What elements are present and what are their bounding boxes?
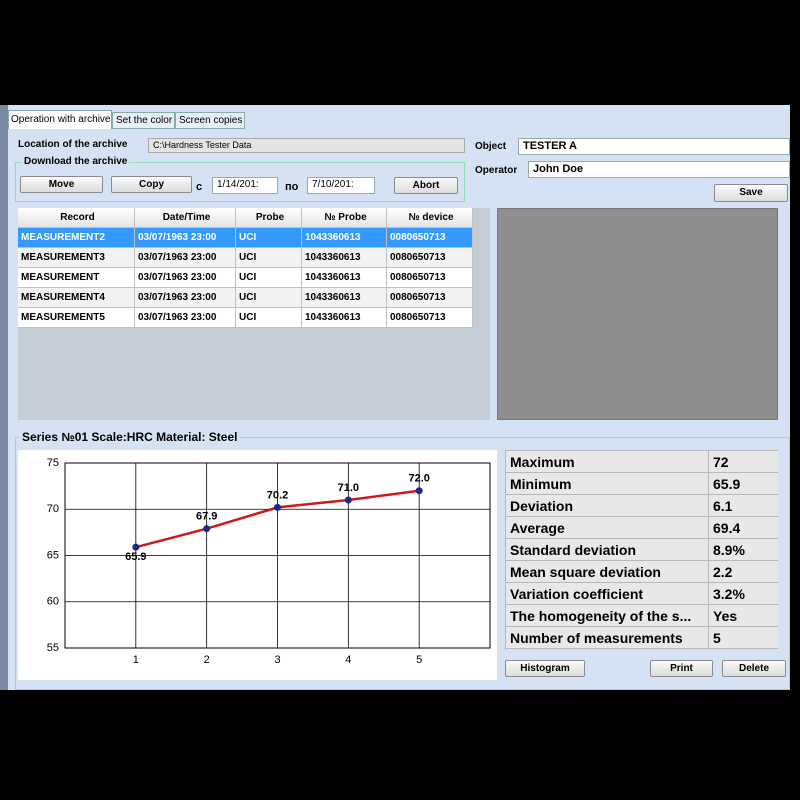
path-field: C:\Hardness Tester Data <box>148 138 465 153</box>
y-tick-label: 75 <box>47 457 59 469</box>
group-title: Series №01 Scale:HRC Material: Steel <box>20 430 240 444</box>
preview <box>497 208 778 420</box>
text-field[interactable]: TESTER A <box>518 138 790 155</box>
y-tick-label: 70 <box>47 503 59 515</box>
table-cell[interactable]: MEASUREMENT3 <box>18 248 135 268</box>
stats-cell: 72 <box>709 451 778 473</box>
button[interactable]: Copy <box>111 176 192 193</box>
stats-cell: 5 <box>709 627 778 649</box>
x-tick-label: 5 <box>416 654 422 666</box>
table-cell[interactable]: 03/07/1963 23:00 <box>135 228 236 248</box>
y-tick-label: 65 <box>47 549 59 561</box>
stats-cell: Maximum <box>506 451 709 473</box>
label: Object <box>475 141 507 152</box>
table-cell[interactable]: MEASUREMENT4 <box>18 288 135 308</box>
table-cell[interactable]: 03/07/1963 23:00 <box>135 248 236 268</box>
button[interactable]: Save <box>714 184 788 202</box>
table-cell[interactable]: UCI <box>236 248 302 268</box>
tab[interactable]: Operation with archive <box>8 110 112 129</box>
stats-cell: 3.2% <box>709 583 778 605</box>
table-cell[interactable]: 0080650713 <box>387 288 473 308</box>
stats-cell: Yes <box>709 605 778 627</box>
column-header: Date/Time <box>135 208 236 228</box>
marker <box>132 543 140 551</box>
table-cell[interactable]: MEASUREMENT2 <box>18 228 135 248</box>
column-header: Probe <box>236 208 302 228</box>
button[interactable]: Move <box>20 176 103 193</box>
button[interactable]: Print <box>650 660 713 677</box>
table-cell[interactable]: 0080650713 <box>387 308 473 328</box>
text-field[interactable]: John Doe <box>528 161 790 178</box>
y-tick-label: 60 <box>47 596 59 608</box>
table: Record Date/Time Probe № Probe № device MEASU… <box>18 208 473 328</box>
stats-cell: 65.9 <box>709 473 778 495</box>
x-tick-label: 2 <box>204 654 210 666</box>
stats-cell: Standard deviation <box>506 539 709 561</box>
table-cell[interactable]: MEASUREMENT <box>18 268 135 288</box>
table-cell[interactable]: MEASUREMENT5 <box>18 308 135 328</box>
table-cell[interactable]: 0080650713 <box>387 248 473 268</box>
data-label: 70.2 <box>267 489 288 501</box>
button[interactable]: Delete <box>722 660 786 677</box>
table-cell[interactable]: 0080650713 <box>387 228 473 248</box>
stats-cell: Number of measurements <box>506 627 709 649</box>
column-header: № device <box>387 208 473 228</box>
x-tick-label: 3 <box>274 654 280 666</box>
label: Location of the archive <box>18 139 128 150</box>
date-picker[interactable]: 7/10/201: <box>307 177 375 194</box>
marker <box>344 496 352 504</box>
marker <box>415 487 423 495</box>
table-cell[interactable]: 03/07/1963 23:00 <box>135 308 236 328</box>
button[interactable]: Histogram <box>505 660 585 677</box>
table-cell[interactable]: 0080650713 <box>387 268 473 288</box>
table-cell[interactable]: 1043360613 <box>302 228 387 248</box>
group-title: Download the archive <box>22 156 130 167</box>
stats-cell: 8.9% <box>709 539 778 561</box>
table-cell[interactable]: 1043360613 <box>302 268 387 288</box>
stats-cell: Average <box>506 517 709 539</box>
tab[interactable]: Screen copies <box>175 112 245 129</box>
table-cell[interactable]: 1043360613 <box>302 288 387 308</box>
tab[interactable]: Set the color <box>112 112 175 129</box>
label: с <box>196 181 203 193</box>
chart: 55 60 65 70 75 1 2 3 4 5 65.9 67.9 70.2 71.0 72.0 <box>18 450 497 680</box>
y-tick-label: 55 <box>47 642 59 654</box>
stats-cell: 2.2 <box>709 561 778 583</box>
date-picker[interactable]: 1/14/201: <box>212 177 278 194</box>
table-cell[interactable]: UCI <box>236 228 302 248</box>
data-label: 67.9 <box>196 511 217 523</box>
stats-cell: Mean square deviation <box>506 561 709 583</box>
table-cell[interactable]: 03/07/1963 23:00 <box>135 288 236 308</box>
table-cell[interactable]: 1043360613 <box>302 308 387 328</box>
stats-table: Maximum 72 Minimum 65.9 Deviation 6.1 Average 6… <box>505 450 778 650</box>
plot-frame <box>64 462 491 649</box>
stats-cell: The homogeneity of the s... <box>506 605 709 627</box>
table-cell[interactable]: 03/07/1963 23:00 <box>135 268 236 288</box>
table-cell[interactable]: UCI <box>236 288 302 308</box>
data-label: 65.9 <box>125 551 146 563</box>
column-header: Record <box>18 208 135 228</box>
x-tick-label: 1 <box>133 654 139 666</box>
stats-cell: 69.4 <box>709 517 778 539</box>
group-box <box>15 437 790 690</box>
x-tick-label: 4 <box>345 654 351 666</box>
stats-cell: 6.1 <box>709 495 778 517</box>
table-cell[interactable]: 1043360613 <box>302 248 387 268</box>
data-label: 71.0 <box>338 482 359 494</box>
table-cell[interactable]: UCI <box>236 268 302 288</box>
data-label: 72.0 <box>408 473 429 485</box>
button[interactable]: Abort <box>394 177 458 194</box>
stats-cell: Minimum <box>506 473 709 495</box>
label: по <box>285 181 299 193</box>
marker <box>203 525 211 533</box>
label: Operator <box>475 165 518 176</box>
stats-cell: Variation coefficient <box>506 583 709 605</box>
marker <box>274 503 281 511</box>
stats-cell: Deviation <box>506 495 709 517</box>
column-header: № Probe <box>302 208 387 228</box>
window-edge <box>0 105 8 690</box>
group-box <box>15 162 465 202</box>
table-cell[interactable]: UCI <box>236 308 302 328</box>
